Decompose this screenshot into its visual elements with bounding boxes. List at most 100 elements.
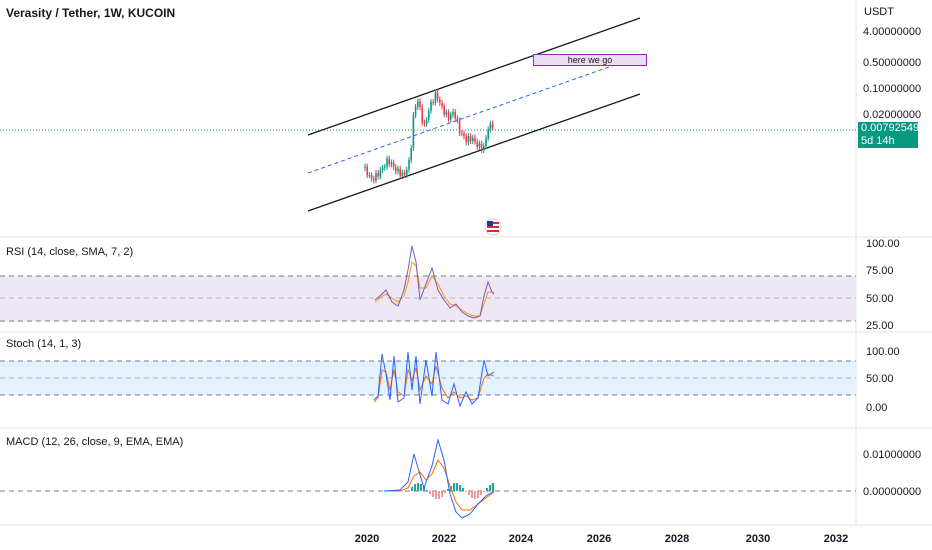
- macd-histogram: [408, 483, 494, 499]
- macd-histogram-bar: [414, 484, 416, 491]
- macd-histogram-bar: [426, 490, 428, 491]
- candle-body: [364, 166, 366, 168]
- candle-body: [379, 169, 382, 177]
- macd-histogram-bar: [432, 491, 434, 497]
- candle-body: [370, 175, 373, 179]
- price-axis-currency: USDT: [864, 6, 894, 18]
- candle-body: [410, 147, 412, 161]
- candle-body: [384, 166, 386, 168]
- macd-histogram-bar: [474, 491, 476, 499]
- candle-body: [439, 99, 441, 103]
- candle-body: [454, 111, 456, 119]
- candle-body: [450, 114, 452, 120]
- candle-body: [483, 146, 485, 151]
- us-flag-icon[interactable]: [484, 218, 502, 236]
- macd-histogram-bar: [456, 483, 458, 491]
- text-annotation[interactable]: here we go: [533, 54, 647, 66]
- candle-body: [366, 166, 368, 176]
- candle-body: [373, 178, 375, 181]
- candle-body: [476, 141, 478, 147]
- candle-body: [392, 162, 395, 168]
- macd-histogram-bar: [477, 491, 479, 498]
- candle-body: [397, 168, 399, 172]
- macd-histogram-bar: [435, 491, 437, 499]
- macd-line[interactable]: [383, 438, 495, 519]
- candle-body: [491, 123, 494, 128]
- candle-body: [381, 167, 384, 170]
- macd-signal-line[interactable]: [384, 459, 495, 511]
- price-axis-tick: 4.00000000: [863, 26, 921, 38]
- macd-histogram-bar: [459, 485, 461, 491]
- candle-body: [408, 160, 410, 170]
- candle-body: [474, 137, 476, 142]
- candle-body: [399, 168, 401, 177]
- price-axis-tick: 0.50000000: [863, 57, 921, 69]
- candle-body: [375, 173, 377, 181]
- macd-histogram-bar: [483, 491, 485, 492]
- candle-body: [417, 101, 419, 107]
- candle-body: [456, 118, 459, 121]
- rsi-line[interactable]: [374, 245, 495, 319]
- time-axis-tick: 2030: [746, 533, 770, 545]
- candle-body: [480, 143, 483, 151]
- time-axis-tick: 2024: [509, 533, 534, 545]
- bar-countdown: 5d 14h: [861, 135, 895, 147]
- stoch-d-line[interactable]: [373, 365, 495, 403]
- candle-body: [377, 173, 379, 177]
- macd-histogram-bar: [417, 483, 419, 491]
- candle-body: [430, 102, 432, 111]
- candle-body: [452, 111, 454, 115]
- channel-mid-line[interactable]: [307, 55, 641, 174]
- macd-histogram-bar: [438, 491, 440, 499]
- candle-body: [434, 92, 437, 103]
- price-axis-tick: 0.10000000: [863, 83, 921, 95]
- rsi-indicator-label[interactable]: RSI (14, close, SMA, 7, 2): [6, 246, 134, 258]
- last-price-badge: 0.00792549 5d 14h: [858, 122, 920, 148]
- candle-body: [421, 107, 423, 123]
- symbol-title[interactable]: Verasity / Tether, 1W, KUCOIN: [6, 6, 176, 20]
- candle-body: [368, 175, 371, 177]
- price-axis-tick: 0.02000000: [863, 109, 921, 121]
- macd-histogram-bar: [486, 488, 488, 491]
- candle-body: [401, 172, 404, 177]
- stoch-indicator-label[interactable]: Stoch (14, 1, 3): [6, 338, 82, 350]
- macd-histogram-bar: [408, 491, 410, 492]
- stoch-axis-tick: 0.00: [866, 402, 887, 414]
- rsi-axis-tick: 75.00: [866, 265, 894, 277]
- macd-histogram-bar: [444, 491, 446, 493]
- macd-histogram-bar: [429, 491, 431, 494]
- price-candles: [364, 89, 494, 184]
- channel-lower-line[interactable]: [307, 93, 641, 212]
- candle-body: [414, 106, 417, 116]
- macd-histogram-bar: [441, 491, 443, 497]
- macd-histogram-bar: [420, 484, 422, 491]
- candle-body: [485, 138, 487, 147]
- candle-body: [445, 112, 448, 115]
- stoch-axis-tick: 50.00: [866, 373, 894, 385]
- macd-axis-tick: 0.01000000: [863, 449, 921, 461]
- candle-body: [428, 110, 430, 120]
- candle-body: [425, 119, 428, 124]
- candle-body: [472, 137, 474, 142]
- candle-body: [390, 162, 393, 165]
- macd-indicator-label[interactable]: MACD (12, 26, close, 9, EMA, EMA): [6, 436, 184, 448]
- channel-upper-line[interactable]: [307, 17, 641, 136]
- candle-body: [487, 129, 489, 139]
- macd-histogram-bar: [468, 491, 470, 495]
- candle-body: [395, 167, 397, 172]
- time-axis-tick: 2032: [824, 533, 848, 545]
- candle-body: [423, 122, 426, 124]
- macd-histogram-bar: [411, 487, 413, 491]
- rsi-axis-tick: 100.00: [866, 238, 900, 250]
- candle-body: [441, 102, 443, 107]
- candle-body: [406, 169, 408, 175]
- stoch-k-line[interactable]: [373, 351, 495, 408]
- macd-histogram-bar: [480, 491, 482, 495]
- macd-histogram-bar: [471, 491, 473, 498]
- candle-body: [467, 136, 470, 143]
- macd-histogram-bar: [453, 483, 455, 491]
- candle-body: [412, 115, 415, 148]
- last-price-value: 0.00792549: [861, 122, 920, 134]
- candle-body: [447, 112, 450, 120]
